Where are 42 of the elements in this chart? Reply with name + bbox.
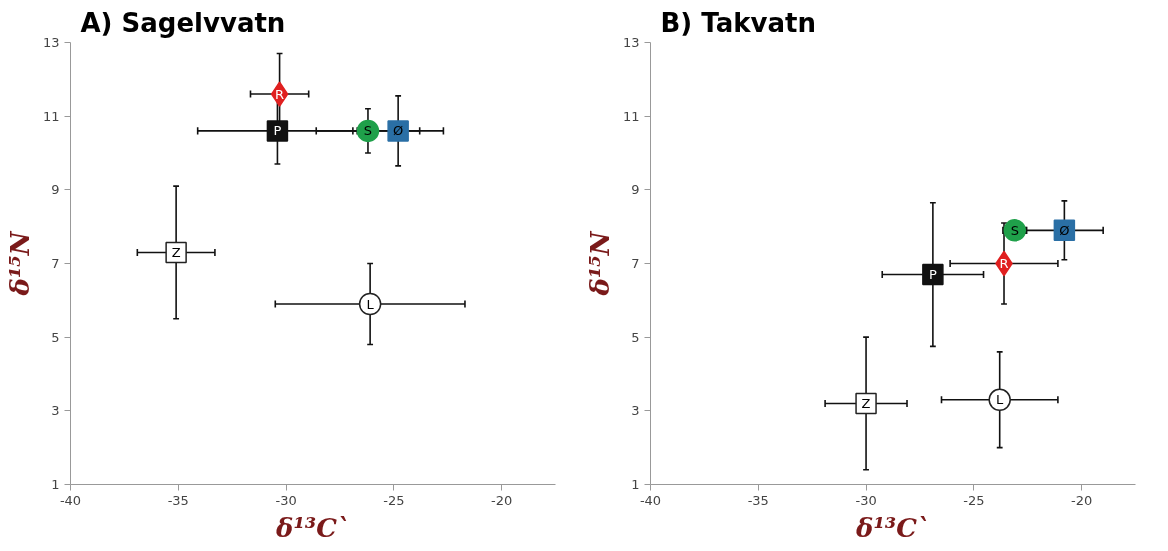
y-tick-label: 7 bbox=[51, 256, 60, 271]
y-axis-title: δ¹⁵N bbox=[584, 230, 615, 297]
x-tick-label: -40 bbox=[639, 492, 662, 508]
y-tick-label: 11 bbox=[42, 108, 60, 124]
x-tick-label: -25 bbox=[383, 492, 405, 508]
series-label: P bbox=[928, 267, 937, 283]
x-axis-title: δ¹³C` bbox=[855, 512, 930, 543]
series-label: L bbox=[366, 296, 375, 312]
y-tick-label: 5 bbox=[631, 329, 640, 345]
series-label: R bbox=[275, 86, 285, 102]
x-tick-label: -20 bbox=[490, 492, 513, 508]
x-tick-label: -25 bbox=[963, 492, 985, 508]
x-tick-label: -35 bbox=[747, 492, 769, 508]
y-tick-label: 1 bbox=[51, 477, 60, 492]
series-label: R bbox=[999, 256, 1009, 271]
y-tick-label: 11 bbox=[622, 108, 640, 124]
y-axis-title: δ¹⁵N bbox=[4, 230, 35, 297]
x-tick-label: -30 bbox=[855, 492, 877, 508]
y-tick-label: 7 bbox=[631, 256, 640, 271]
y-tick-label: 9 bbox=[51, 182, 60, 198]
x-tick-label: -40 bbox=[59, 492, 82, 508]
x-tick-label: -35 bbox=[167, 492, 189, 508]
y-tick-label: 1 bbox=[631, 477, 640, 492]
series-label: L bbox=[996, 392, 1005, 408]
x-tick-label: -30 bbox=[275, 492, 297, 508]
y-tick-label: 5 bbox=[51, 329, 60, 345]
series-label: P bbox=[273, 123, 282, 139]
y-tick-label: 13 bbox=[622, 35, 640, 50]
series-label: Ø bbox=[1059, 222, 1070, 238]
y-tick-label: 9 bbox=[631, 182, 640, 198]
series-label: Ø bbox=[393, 123, 404, 139]
x-tick-label: -20 bbox=[1070, 492, 1093, 508]
y-tick-label: 13 bbox=[42, 35, 60, 50]
y-tick-label: 3 bbox=[631, 403, 640, 419]
chart-title: B) Takvatn bbox=[660, 7, 816, 38]
series-label: Z bbox=[861, 395, 871, 411]
series-label: S bbox=[363, 123, 373, 139]
series-label: S bbox=[1010, 222, 1019, 238]
chart-title: A) Sagelvvatn bbox=[80, 7, 286, 38]
y-tick-label: 3 bbox=[51, 403, 60, 419]
series-label: Z bbox=[171, 244, 181, 260]
x-axis-title: δ¹³C` bbox=[275, 512, 350, 543]
